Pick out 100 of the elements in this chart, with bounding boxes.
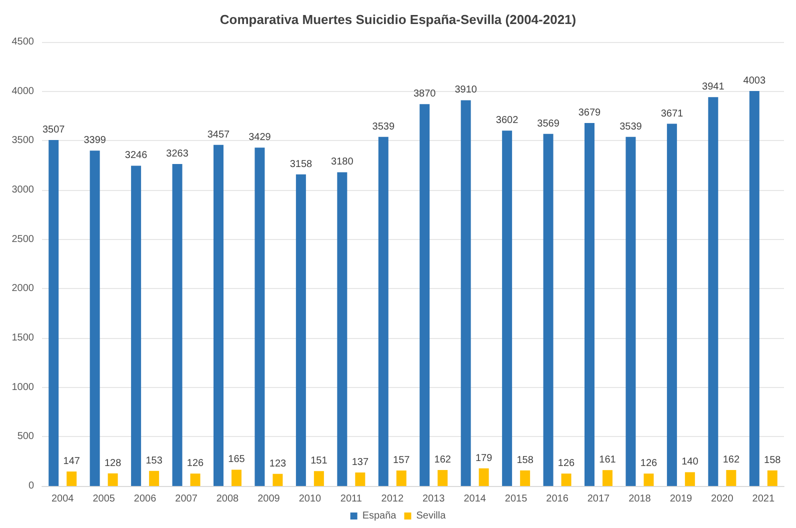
- data-label: 137: [352, 456, 369, 468]
- bar: [584, 123, 594, 486]
- y-tick-label: 2000: [12, 283, 34, 294]
- data-label: 126: [558, 458, 576, 470]
- x-tick-label: 2016: [546, 494, 569, 504]
- x-tick-label: 2012: [381, 494, 404, 504]
- bar: [420, 104, 430, 486]
- bar: [131, 166, 142, 486]
- bar: [272, 474, 283, 486]
- bar: [396, 470, 406, 486]
- data-label: 3941: [702, 82, 725, 93]
- legend-label: España: [362, 510, 397, 522]
- data-label: 3429: [248, 132, 272, 144]
- x-tick-label: 2015: [504, 494, 528, 504]
- y-tick-label: 2500: [12, 234, 34, 245]
- bar: [561, 474, 572, 486]
- bar: [355, 472, 366, 486]
- x-tick-label: 2020: [711, 494, 734, 504]
- bar: [337, 172, 348, 486]
- data-label: 151: [310, 456, 328, 467]
- x-tick-label: 2017: [587, 494, 610, 504]
- x-tick-label: 2009: [258, 494, 280, 504]
- data-label: 179: [475, 452, 493, 464]
- data-label: 147: [63, 456, 80, 467]
- bar: [767, 470, 778, 486]
- data-label: 157: [393, 455, 410, 466]
- y-tick-label: 3000: [12, 184, 34, 196]
- y-tick-label: 1500: [12, 332, 34, 344]
- data-label: 140: [682, 456, 699, 468]
- bar: [190, 474, 200, 486]
- bar: [254, 148, 265, 486]
- data-label: 126: [186, 458, 204, 470]
- data-label: 3910: [454, 84, 478, 96]
- data-label: 162: [434, 454, 452, 466]
- data-label: 128: [104, 458, 122, 469]
- x-tick-label: 2018: [628, 494, 652, 504]
- bar: [172, 164, 182, 486]
- bar: [378, 136, 388, 486]
- data-label: 3539: [620, 121, 642, 132]
- y-tick-label: 1000: [12, 382, 34, 393]
- bar: [644, 474, 654, 486]
- data-label: 3569: [537, 118, 560, 130]
- data-label: 3507: [42, 124, 66, 136]
- data-label: 123: [269, 458, 286, 470]
- data-label: 165: [228, 454, 246, 466]
- x-tick-label: 2013: [422, 494, 446, 504]
- y-tick-label: 4000: [12, 86, 34, 97]
- data-label: 3158: [290, 158, 313, 170]
- y-tick-label: 3500: [12, 135, 34, 146]
- x-tick-label: 2010: [298, 494, 322, 504]
- bar: [314, 471, 324, 486]
- bar: [108, 473, 118, 486]
- chart-title: Comparativa Muertes Suicidio España-Sevilla (2004-2021): [220, 12, 576, 27]
- data-label: 162: [722, 454, 740, 466]
- data-label: 3263: [166, 148, 189, 160]
- x-tick-label: 2014: [464, 494, 486, 504]
- bar: [296, 174, 306, 486]
- y-tick-label: 4500: [12, 36, 34, 48]
- data-label: 3457: [207, 129, 230, 140]
- data-label: 158: [764, 454, 782, 466]
- x-tick-label: 2006: [134, 494, 157, 504]
- bar: [666, 124, 677, 486]
- bar: [543, 134, 554, 486]
- data-label: 126: [640, 458, 658, 470]
- x-tick-label: 2004: [51, 494, 74, 504]
- data-label: 3870: [413, 88, 436, 100]
- x-tick-label: 2011: [340, 494, 362, 504]
- legend-label: Sevilla: [416, 510, 446, 522]
- bar: [502, 130, 512, 486]
- data-label: 3539: [372, 121, 395, 132]
- data-label: 3180: [331, 156, 354, 168]
- x-tick-label: 2007: [175, 494, 198, 504]
- data-label: 3671: [660, 108, 684, 120]
- bar: [460, 100, 471, 486]
- x-tick-label: 2005: [92, 494, 116, 504]
- x-tick-label: 2019: [670, 494, 693, 504]
- data-label: 3246: [124, 150, 148, 162]
- data-label: 4003: [743, 76, 766, 87]
- bar: [520, 470, 530, 486]
- bar: [749, 91, 760, 486]
- bar: [214, 144, 224, 486]
- bar: [726, 470, 736, 486]
- y-tick-label: 0: [28, 480, 34, 492]
- x-tick-label: 2008: [216, 494, 240, 504]
- data-label: 3399: [84, 135, 106, 146]
- bar: [90, 150, 100, 486]
- data-label: 161: [599, 454, 616, 466]
- bar: [438, 470, 448, 486]
- bar: [708, 97, 718, 486]
- bar: [66, 471, 77, 486]
- bar: [602, 470, 612, 486]
- data-label: 3602: [496, 115, 519, 126]
- data-label: 153: [146, 455, 163, 466]
- bar: [626, 136, 636, 486]
- bar: [684, 472, 695, 486]
- data-label: 158: [516, 454, 534, 466]
- x-tick-label: 2021: [752, 494, 775, 504]
- bar: [149, 470, 160, 486]
- bar: [478, 468, 489, 486]
- data-label: 3679: [578, 108, 602, 119]
